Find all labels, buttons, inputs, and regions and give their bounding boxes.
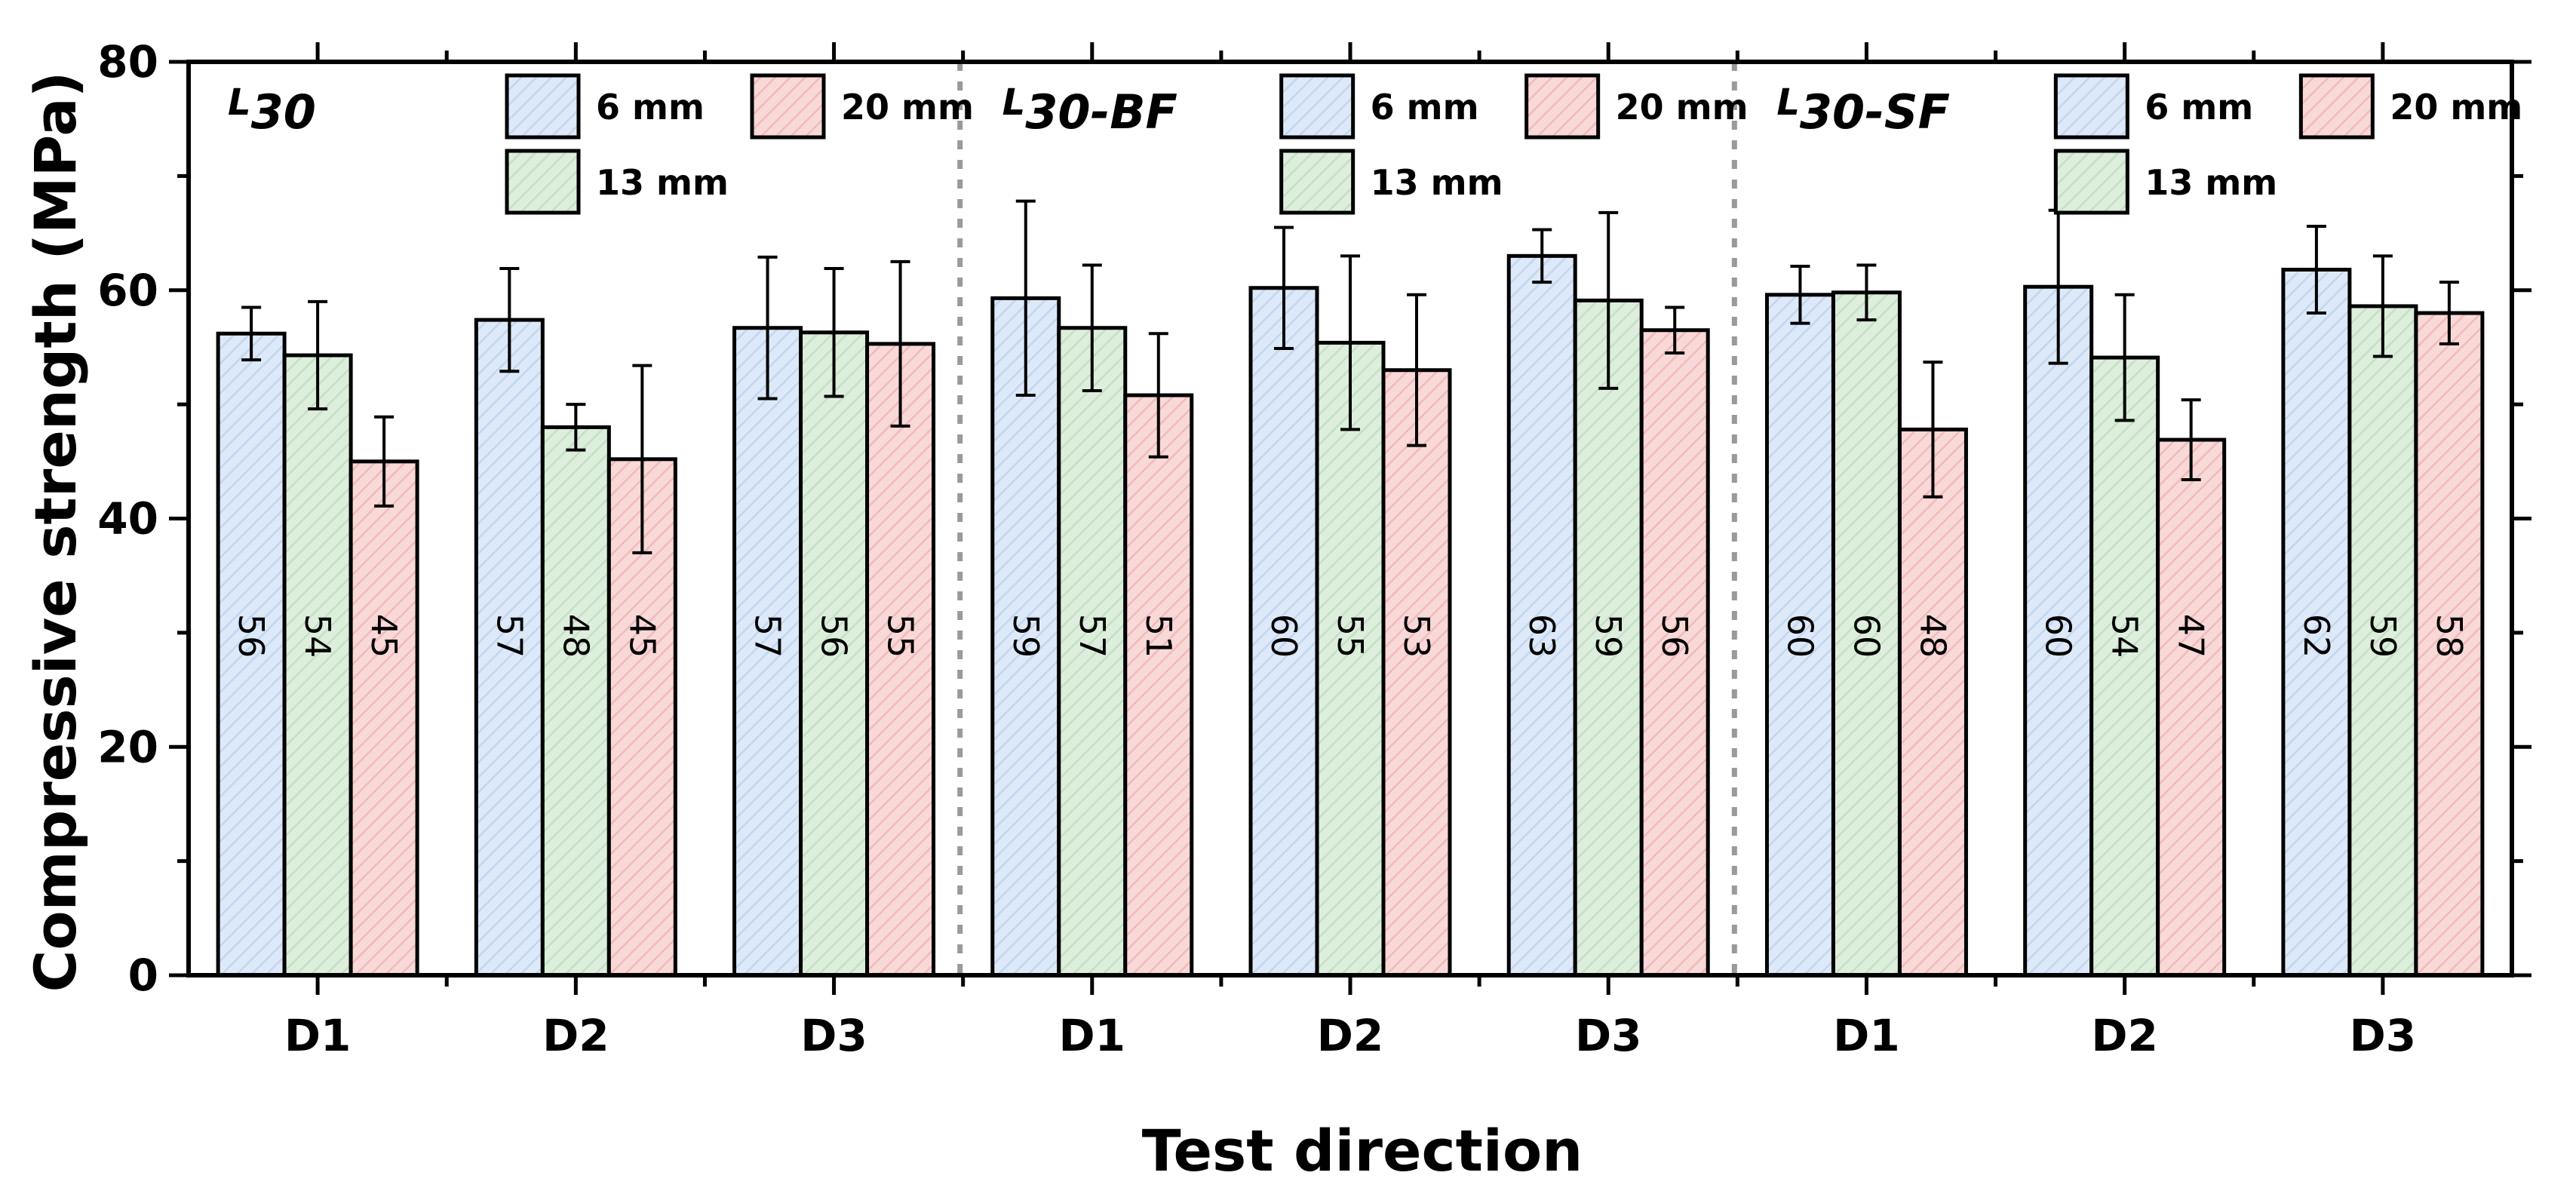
legend-label-6mm: 6 mm [1371,87,1479,127]
y-tick-label: 0 [128,950,158,1001]
value-label: 55 [1330,614,1371,658]
value-label: 54 [297,614,338,658]
value-label: 53 [1396,614,1437,658]
bar-p1-d1-20mm [348,459,419,978]
value-label: 62 [2296,614,2337,658]
value-label: 45 [622,614,662,658]
x-tick-label-d2: D2 [1317,1010,1384,1061]
bar-p1-d3-20mm [865,342,936,978]
y-axis-title: Compressive strength (MPa) [22,72,89,993]
bar-p3-d1-13mm [1831,290,1902,978]
y-tick-label: 60 [97,265,158,316]
bar-p3-d1-6mm [1764,293,1835,978]
legend-swatch-13mm [505,149,581,215]
legend-swatch-6mm [2053,73,2129,140]
axis-ticks: 0 20 40 60 80 D1 D2 D3 D1 D2 D3 D1 D2 D3 [97,36,2531,1061]
bar-series [216,253,2485,978]
x-tick-label-d1: D1 [1833,1010,1900,1061]
value-label: 59 [1588,614,1629,658]
legend-swatch-20mm [1524,73,1601,140]
value-label: 57 [1072,614,1113,658]
legend-label-20mm: 20 mm [841,87,974,127]
bar-p2-d3-6mm [1506,253,1577,978]
legend-swatch-20mm [2298,73,2375,140]
y-tick-label: 40 [97,493,158,545]
bar-p2-d1-6mm [990,296,1061,978]
x-tick-label-d2: D2 [542,1010,609,1061]
bar-p2-d3-13mm [1573,298,1644,978]
bar-p2-d2-20mm [1381,368,1452,978]
legend-label-20mm: 20 mm [1616,87,1749,127]
value-label: 57 [489,614,530,658]
value-label: 56 [231,614,272,658]
value-label: 60 [1779,614,1820,658]
y-tick-label: 80 [97,36,158,87]
x-tick-label-d1: D1 [284,1010,352,1061]
bar-p2-d1-20mm [1123,393,1194,978]
legend-swatch-13mm [2053,149,2129,215]
value-label: 63 [1521,614,1562,658]
y-tick-label: 20 [97,721,158,772]
value-labels: 56 54 45 57 48 45 57 56 55 59 57 51 60 55 53 63 59 56 60 60… [231,614,2470,658]
bar-p3-d2-13mm [2089,355,2160,978]
value-label: 45 [364,614,404,658]
value-label: 51 [1138,614,1179,658]
value-label: 59 [2363,614,2403,658]
legend-label-13mm: 13 mm [1371,162,1503,203]
value-label: 60 [1846,614,1887,658]
legend-label-6mm: 6 mm [596,87,705,127]
x-tick-label-d2: D2 [2091,1010,2158,1061]
panel-label-2: L30-BF [1002,81,1177,140]
x-tick-label-d3: D3 [2350,1010,2417,1061]
legend-swatch-6mm [505,73,581,140]
panel-dividers [957,62,1737,975]
bar-p2-d3-20mm [1639,328,1710,978]
bar-p2-d2-13mm [1315,340,1386,978]
value-label: 56 [814,614,855,658]
legend-label-13mm: 13 mm [596,162,729,203]
x-tick-label-d3: D3 [800,1010,867,1061]
value-label: 60 [1263,614,1304,658]
value-label: 55 [880,614,921,658]
legend-label-20mm: 20 mm [2390,87,2522,127]
value-label: 48 [555,614,596,658]
value-label: 58 [2429,614,2470,658]
legend-swatch-13mm [1279,149,1356,215]
bar-p1-d2-13mm [540,425,611,978]
x-axis-title: Test direction [1142,1117,1583,1184]
error-bars [241,199,2459,554]
bar-p1-d1-13mm [282,353,353,978]
legend-swatch-20mm [750,73,826,140]
panel-labels: L30 L30-BF L30-SF [228,81,1950,140]
x-tick-label-d1: D1 [1059,1010,1126,1061]
bar-p3-d2-20mm [2156,437,2227,978]
bar-p3-d3-13mm [2347,304,2418,978]
panel-label-3: L30-SF [1776,81,1950,140]
legend-swatch-6mm [1279,73,1356,140]
value-label: 56 [1654,614,1695,658]
panel-label-1: L30 [228,81,316,140]
legend-label-13mm: 13 mm [2145,162,2277,203]
bar-p3-d1-20mm [1897,427,1968,978]
value-label: 60 [2038,614,2079,658]
x-tick-label-d3: D3 [1575,1010,1642,1061]
value-label: 57 [748,614,788,658]
value-label: 48 [1912,614,1953,658]
legend-label-6mm: 6 mm [2145,87,2253,127]
value-label: 59 [1006,614,1046,658]
bar-p3-d3-20mm [2414,311,2485,978]
legends: 6 mm 20 mm 13 mm 6 mm 20 mm 13 mm 6 mm 20 mm 13 … [505,73,2522,215]
value-label: 54 [2105,614,2145,658]
value-label: 47 [2171,614,2212,658]
